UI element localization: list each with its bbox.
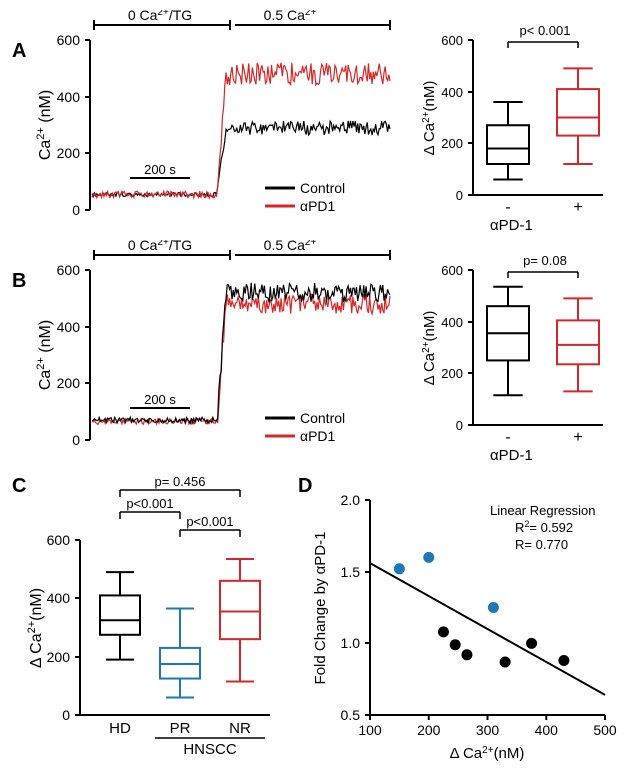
panel-b-label: B (12, 270, 26, 293)
svg-text:400: 400 (441, 85, 463, 100)
svg-text:300: 300 (476, 722, 500, 738)
svg-text:100: 100 (358, 722, 382, 738)
pvalue-text: p= 0.08 (523, 253, 567, 268)
legend-apd1: αPD1 (300, 198, 336, 214)
svg-text:600: 600 (441, 33, 463, 48)
pvalue-text: p< 0.001 (520, 23, 571, 38)
svg-text:600: 600 (441, 263, 463, 278)
panel-a-trace: 0 200 400 600 Ca2+ (nM) 0 Ca2+/TG 0.5 Ca… (30, 10, 410, 235)
panel-d: D 0.5 1.0 1.5 2.0 100 200 300 400 500 Fo… (290, 470, 620, 770)
svg-text:200: 200 (57, 375, 81, 391)
scalebar-label: 200 s (144, 162, 176, 177)
svg-text:Ca2+ (nM): Ca2+ (nM) (35, 320, 54, 390)
svg-text:0.5: 0.5 (341, 707, 361, 723)
svg-text:0: 0 (456, 418, 463, 433)
svg-text:Δ Ca2+(nM): Δ Ca2+(nM) (450, 745, 525, 763)
panel-c-box: 0 200 400 600 Δ Ca2+(nM) p= 0.456 p<0.00… (25, 470, 300, 770)
svg-text:Δ Ca2+(nM): Δ Ca2+(nM) (26, 588, 45, 668)
svg-text:R2= 0.592: R2= 0.592 (515, 519, 573, 535)
panel-a-label: A (12, 40, 26, 63)
panel-b-box: 0 200 400 600 Δ Ca2+(nM) p= 0.08 - + αPD… (418, 240, 623, 465)
svg-text:400: 400 (57, 319, 81, 335)
svg-text:HD: HD (109, 720, 131, 737)
svg-text:0 Ca2+/TG: 0 Ca2+/TG (128, 240, 192, 253)
svg-text:500: 500 (593, 722, 617, 738)
xlabel: αPD-1 (490, 217, 533, 234)
svg-text:400: 400 (535, 722, 559, 738)
svg-text:600: 600 (47, 532, 71, 548)
svg-text:200: 200 (441, 366, 463, 381)
svg-text:200: 200 (47, 649, 71, 665)
svg-text:αPD-1: αPD-1 (490, 447, 533, 464)
svg-text:Fold Change by αPD-1: Fold Change by αPD-1 (312, 532, 329, 685)
svg-text:Control: Control (300, 410, 345, 426)
svg-text:1.0: 1.0 (341, 635, 361, 651)
panel-c: C 0 200 400 600 Δ Ca2+(nM) p= 0.456 p<0.… (10, 470, 290, 770)
panel-b-trace: 0 200 400 600 Ca2+ (nM) 0 Ca2+/TG 0.5 Ca… (30, 240, 410, 465)
panel-a-box: 0 200 400 600 Δ Ca2+(nM) p< 0.001 - + αP… (418, 10, 623, 235)
svg-text:200: 200 (417, 722, 441, 738)
svg-text:-: - (505, 429, 510, 446)
svg-text:600: 600 (57, 262, 81, 278)
svg-text:0.5 Ca2+: 0.5 Ca2+ (264, 240, 317, 253)
svg-text:1.5: 1.5 (341, 564, 361, 580)
svg-text:Δ Ca2+(nM): Δ Ca2+(nM) (421, 311, 439, 386)
svg-text:PR: PR (170, 720, 191, 737)
svg-text:200: 200 (57, 145, 81, 161)
scalebar-label: 200 s (144, 392, 176, 407)
svg-text:0: 0 (72, 432, 80, 448)
svg-text:p<0.001: p<0.001 (186, 514, 233, 529)
svg-text:600: 600 (57, 32, 81, 48)
r-text: R= 0.770 (515, 537, 568, 552)
svg-text:0: 0 (72, 202, 80, 218)
svg-text:200: 200 (441, 136, 463, 151)
figure: A 0 200 400 600 Ca2+ (nM) 0 Ca2+/TG (10, 10, 623, 770)
svg-text:+: + (573, 429, 582, 446)
svg-text:αPD1: αPD1 (300, 428, 336, 444)
svg-text:HNSCC: HNSCC (183, 741, 237, 758)
svg-text:400: 400 (47, 590, 71, 606)
svg-text:Δ Ca2+(nM): Δ Ca2+(nM) (421, 81, 439, 156)
svg-text:0: 0 (456, 188, 463, 203)
panel-d-scatter: 0.5 1.0 1.5 2.0 100 200 300 400 500 Fold… (300, 470, 620, 770)
svg-text:-: - (505, 199, 510, 216)
svg-text:400: 400 (57, 89, 81, 105)
panel-a: A 0 200 400 600 Ca2+ (nM) 0 Ca2+/TG (10, 10, 623, 240)
legend-control: Control (300, 180, 345, 196)
cond2-label: 0.5 Ca2+ (264, 10, 317, 23)
svg-text:+: + (573, 199, 582, 216)
svg-text:NR: NR (229, 720, 251, 737)
panel-b: B 0 200 400 600 Ca2+ (nM) 0 Ca2+/TG 0.5 … (10, 240, 623, 470)
cond1-label: 0 Ca2+/TG (128, 10, 192, 23)
svg-text:Ca2+ (nM): Ca2+ (nM) (35, 90, 54, 160)
regression-title: Linear Regression (490, 503, 596, 518)
svg-text:p= 0.456: p= 0.456 (155, 474, 206, 489)
svg-text:2.0: 2.0 (341, 492, 361, 508)
svg-text:p<0.001: p<0.001 (126, 496, 173, 511)
svg-text:0: 0 (62, 707, 70, 723)
svg-text:400: 400 (441, 315, 463, 330)
